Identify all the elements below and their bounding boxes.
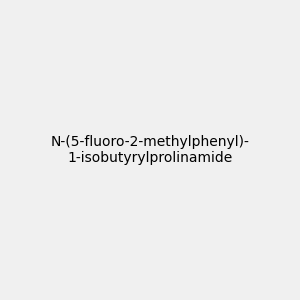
Text: N-(5-fluoro-2-methylphenyl)-
1-isobutyrylprolinamide: N-(5-fluoro-2-methylphenyl)- 1-isobutyry… <box>51 135 249 165</box>
